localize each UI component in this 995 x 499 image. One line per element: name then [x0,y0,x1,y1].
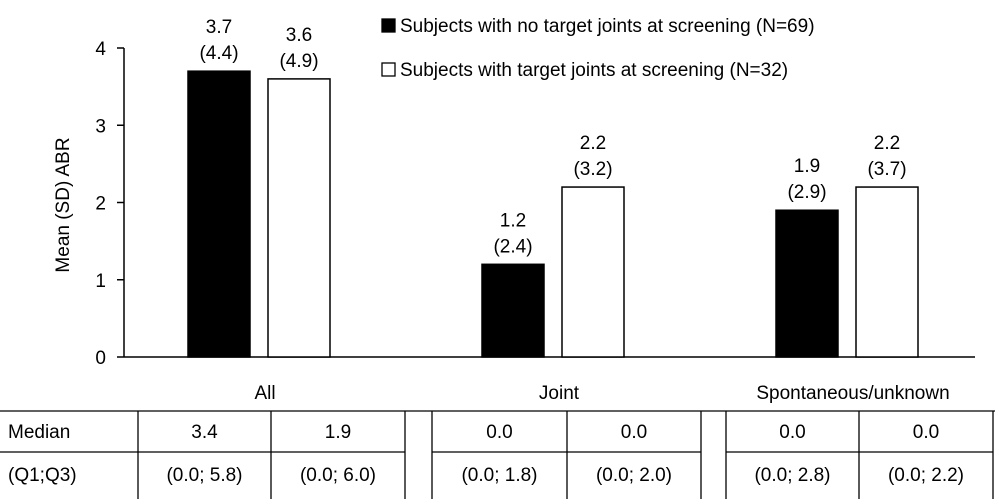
bar-sd-label: (2.4) [493,236,532,257]
bar-sd-label: (3.2) [573,159,612,180]
legend-entry: Subjects with no target joints at screen… [400,16,815,37]
x-category-label: Spontaneous/unknown [756,383,949,404]
y-tick-label: 3 [95,116,106,137]
table-q1q3-cell: (0.0; 2.0) [596,465,672,486]
bar [267,78,331,358]
table-median-cell: 0.0 [779,422,805,443]
bar-value-label: 2.2 [580,133,606,154]
table-median-cell: 3.4 [191,422,218,443]
table-median-cell: 0.0 [913,422,939,443]
table-q1q3-cell: (0.0; 6.0) [300,465,376,486]
table-median-cell: 0.0 [621,422,647,443]
bar-sd-label: (4.4) [199,43,238,64]
bar-value-label: 2.2 [874,133,900,154]
legend: Subjects with no target joints at screen… [381,16,815,81]
bar-sd-label: (3.7) [867,159,906,180]
table-median-cell: 0.0 [486,422,512,443]
table-row-header: (Q1;Q3) [8,465,77,486]
bar [775,209,839,358]
bar-value-label: 1.2 [500,210,526,231]
table-q1q3-cell: (0.0; 2.2) [888,465,964,486]
data-labels: 3.7 (4.4) 3.6 (4.9) All 1.2 (2.4) 2.2 (3.2) Joint… [199,17,949,404]
bar [187,70,251,358]
bar-value-label: 3.6 [286,25,312,46]
table-row-header: Median [8,422,70,443]
bars [187,70,919,358]
y-axis-label: Mean (SD) ABR [53,137,74,272]
legend-swatch [381,18,396,33]
bar-sd-label: (2.9) [787,182,826,203]
y-tick-label: 1 [95,271,106,292]
y-tick-label: 2 [95,194,106,215]
bar [561,186,625,358]
bar-value-label: 1.9 [794,156,820,177]
legend-entry: Subjects with target joints at screening… [400,60,788,81]
bar-sd-label: (4.9) [279,51,318,72]
table-q1q3-cell: (0.0; 1.8) [461,465,537,486]
summary-table: Median (Q1;Q3) 3.4 (0.0; 5.8) 1.9 (0.0; 6.0) 0… [0,410,995,499]
x-category-label: Joint [539,383,580,404]
table-q1q3-cell: (0.0; 5.8) [166,465,242,486]
bar [481,263,545,358]
bar-value-label: 3.7 [206,17,232,38]
bar [855,186,919,358]
y-tick-label: 0 [95,348,106,369]
x-category-label: All [254,383,275,404]
table-q1q3-cell: (0.0; 2.8) [754,465,830,486]
table-median-cell: 1.9 [325,422,351,443]
y-tick-label: 4 [95,39,106,60]
legend-swatch [381,62,396,77]
